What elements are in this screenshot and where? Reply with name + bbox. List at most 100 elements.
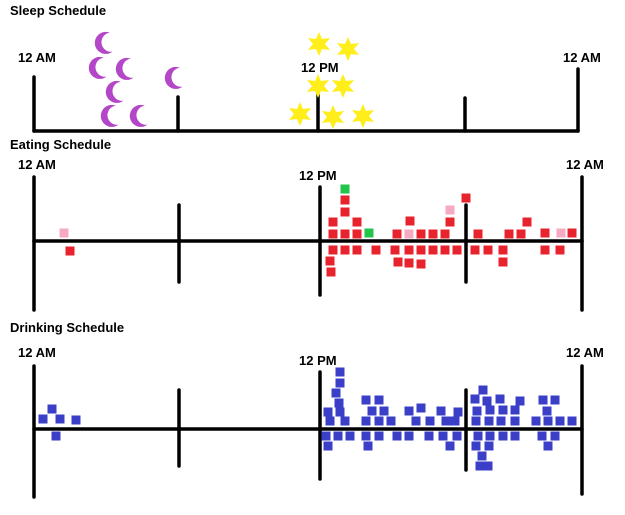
drinking-marker bbox=[331, 388, 341, 398]
eating-marker bbox=[65, 246, 75, 256]
drinking-marker bbox=[510, 405, 520, 415]
crescent-moon-icon bbox=[97, 101, 125, 130]
drinking-marker bbox=[542, 406, 552, 416]
drinking-marker bbox=[550, 395, 560, 405]
drinking-marker bbox=[473, 431, 483, 441]
eating-marker bbox=[325, 256, 335, 266]
drinking-marker bbox=[361, 395, 371, 405]
eating-marker bbox=[390, 245, 400, 255]
eating-label-end: 12 AM bbox=[566, 157, 604, 172]
drinking-marker bbox=[424, 431, 434, 441]
drinking-marker bbox=[543, 416, 553, 426]
eating-marker bbox=[393, 257, 403, 267]
eating-marker bbox=[416, 229, 426, 239]
drinking-marker bbox=[404, 431, 414, 441]
eating-marker bbox=[428, 245, 438, 255]
drinking-marker bbox=[438, 431, 448, 441]
eating-marker bbox=[59, 228, 69, 238]
eating-schedule-title: Eating Schedule bbox=[10, 137, 112, 152]
eating-marker bbox=[556, 228, 566, 238]
eating-marker bbox=[516, 229, 526, 239]
eating-label-noon: 12 PM bbox=[299, 168, 337, 183]
drinking-marker bbox=[374, 395, 384, 405]
drinking-marker bbox=[411, 416, 421, 426]
drinking-marker bbox=[482, 396, 492, 406]
crescent-moon-icon bbox=[85, 53, 113, 82]
sleep-label-start: 12 AM bbox=[18, 50, 56, 65]
drinking-marker bbox=[567, 416, 577, 426]
drinking-marker bbox=[510, 416, 520, 426]
drinking-marker bbox=[484, 441, 494, 451]
drinking-marker bbox=[334, 398, 344, 408]
eating-marker bbox=[326, 267, 336, 277]
drinking-marker bbox=[51, 431, 61, 441]
drinking-marker bbox=[495, 394, 505, 404]
drinking-marker bbox=[436, 406, 446, 416]
eating-marker bbox=[461, 193, 471, 203]
drinking-marker bbox=[386, 416, 396, 426]
drinking-marker bbox=[55, 414, 65, 424]
drinking-marker bbox=[477, 451, 487, 461]
eating-marker bbox=[522, 217, 532, 227]
eating-marks bbox=[59, 184, 577, 277]
drinking-marker bbox=[71, 415, 81, 425]
eating-marker bbox=[404, 258, 414, 268]
drinking-marker bbox=[483, 461, 493, 471]
drinking-marker bbox=[445, 441, 455, 451]
drinking-marker bbox=[47, 404, 57, 414]
drinking-marker bbox=[496, 416, 506, 426]
drinking-marker bbox=[510, 431, 520, 441]
eating-marker bbox=[440, 229, 450, 239]
drinking-marker bbox=[478, 385, 488, 395]
eating-marker bbox=[404, 245, 414, 255]
eating-marker bbox=[404, 229, 414, 239]
drinking-marker bbox=[471, 441, 481, 451]
eating-marker bbox=[555, 245, 565, 255]
eating-marker bbox=[473, 229, 483, 239]
drinking-marker bbox=[531, 416, 541, 426]
drinking-marker bbox=[475, 461, 485, 471]
drinking-marker bbox=[485, 405, 495, 415]
eating-marker bbox=[416, 259, 426, 269]
sun-icon bbox=[352, 104, 374, 128]
drinking-label-end: 12 AM bbox=[566, 345, 604, 360]
drinking-marker bbox=[379, 406, 389, 416]
eating-marker bbox=[340, 184, 350, 194]
drinking-marker bbox=[38, 414, 48, 424]
drinking-marker bbox=[425, 416, 435, 426]
drinking-marker bbox=[484, 416, 494, 426]
drinking-marker bbox=[321, 431, 331, 441]
drinking-marker bbox=[498, 431, 508, 441]
sun-icon bbox=[337, 37, 359, 61]
drinking-marker bbox=[361, 416, 371, 426]
drinking-marker bbox=[472, 406, 482, 416]
sleep-label-noon: 12 PM bbox=[301, 60, 339, 75]
drinking-marker bbox=[374, 431, 384, 441]
sleep-moons bbox=[85, 28, 189, 130]
eating-marker bbox=[498, 245, 508, 255]
eating-marker bbox=[328, 229, 338, 239]
eating-marker bbox=[540, 228, 550, 238]
crescent-moon-icon bbox=[126, 101, 154, 130]
sun-icon bbox=[289, 102, 311, 126]
drinking-marker bbox=[363, 441, 373, 451]
eating-marker bbox=[428, 229, 438, 239]
crescent-moon-icon bbox=[161, 63, 189, 92]
sun-icon bbox=[332, 74, 354, 98]
drinking-label-noon: 12 PM bbox=[299, 353, 337, 368]
drinking-marker bbox=[453, 407, 463, 417]
drinking-schedule-title: Drinking Schedule bbox=[10, 320, 125, 335]
eating-marker bbox=[340, 207, 350, 217]
eating-marker bbox=[328, 245, 338, 255]
drinking-marks bbox=[38, 367, 577, 471]
eating-marker bbox=[352, 245, 362, 255]
drinking-marker bbox=[335, 367, 345, 377]
drinking-marker bbox=[485, 431, 495, 441]
drinking-timeline bbox=[32, 364, 584, 499]
drinking-marker bbox=[538, 395, 548, 405]
drinking-marker bbox=[452, 431, 462, 441]
crescent-moon-icon bbox=[91, 28, 119, 57]
eating-marker bbox=[340, 195, 350, 205]
eating-marker bbox=[416, 245, 426, 255]
sun-icon bbox=[307, 74, 329, 98]
